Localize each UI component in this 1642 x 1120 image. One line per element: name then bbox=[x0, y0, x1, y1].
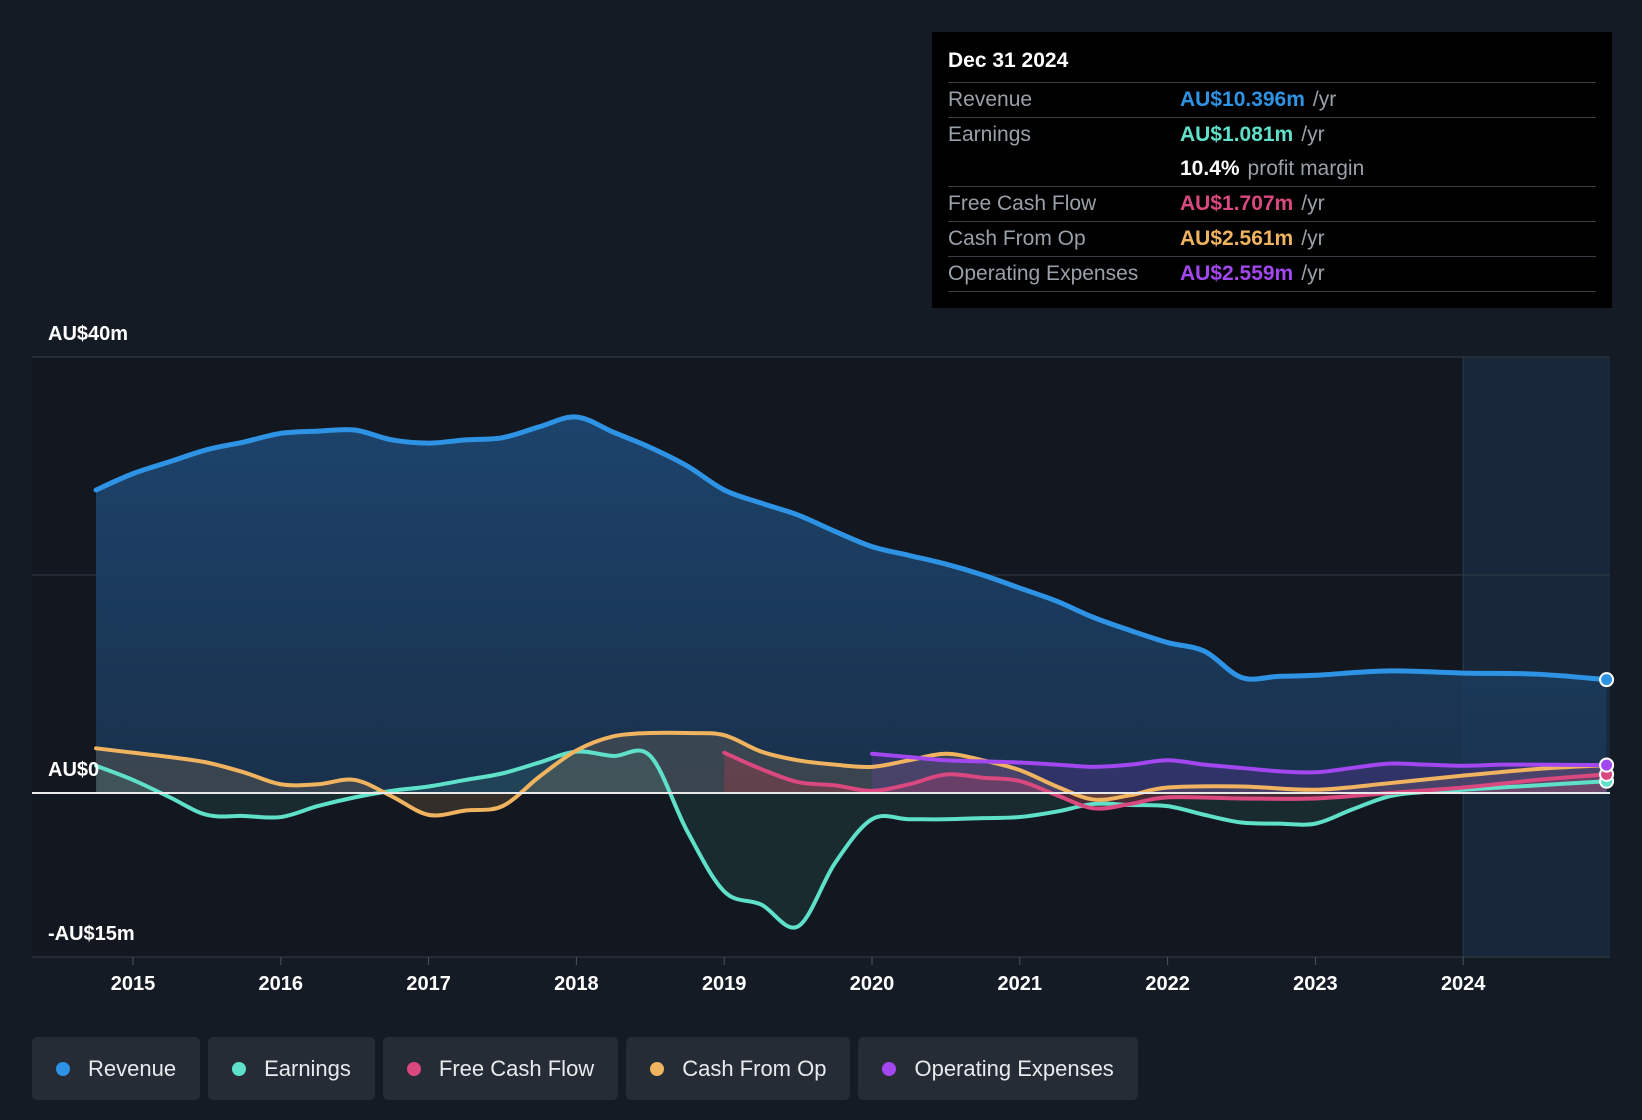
x-axis-label: 2016 bbox=[259, 973, 304, 995]
legend-label: Cash From Op bbox=[682, 1055, 827, 1081]
tooltip-row: Operating Expenses AU$2.559m/yr bbox=[948, 257, 1596, 292]
x-axis-label: 2017 bbox=[406, 973, 451, 995]
tooltip-row: 10.4% profit margin bbox=[948, 152, 1596, 187]
tooltip-row-unit: /yr bbox=[1312, 88, 1337, 111]
x-axis-label: 2020 bbox=[850, 973, 895, 995]
x-axis-label: 2024 bbox=[1441, 973, 1486, 995]
tooltip-row-value: AU$2.561m bbox=[1180, 227, 1294, 250]
x-axis-label: 2018 bbox=[554, 973, 599, 995]
y-axis-label: AU$0 bbox=[48, 759, 99, 781]
legend-label: Revenue bbox=[88, 1055, 177, 1081]
revenue-area bbox=[96, 416, 1607, 793]
operating-expenses-line bbox=[870, 751, 1609, 775]
legend-dot-icon bbox=[56, 1061, 70, 1076]
legend-item-revenue[interactable]: Revenue bbox=[32, 1037, 201, 1100]
tooltip-row-label: Operating Expenses bbox=[948, 262, 1139, 285]
legend-dot-icon bbox=[232, 1061, 247, 1076]
legend-dot-icon bbox=[882, 1061, 897, 1076]
y-axis-label: -AU$15m bbox=[48, 923, 135, 945]
tooltip-row-value: AU$10.396m bbox=[1180, 88, 1305, 111]
operating-expenses-end-marker bbox=[1599, 757, 1615, 773]
tooltip-row-unit: /yr bbox=[1301, 123, 1325, 146]
highlight-region bbox=[1463, 357, 1610, 957]
legend: Revenue Earnings Free Cash Flow Cash From O… bbox=[32, 1037, 1138, 1100]
tooltip-row-value: AU$1.707m bbox=[1180, 192, 1294, 215]
legend-item-free-cash-flow[interactable]: Free Cash Flow bbox=[382, 1037, 619, 1100]
x-axis-label: 2015 bbox=[111, 973, 156, 995]
x-axis-label: 2019 bbox=[702, 973, 747, 995]
earnings-line bbox=[94, 748, 1609, 930]
tooltip-row-value: AU$1.081m bbox=[1180, 123, 1294, 146]
operating-expenses-area bbox=[872, 753, 1607, 793]
legend-item-cash-from-op[interactable]: Cash From Op bbox=[626, 1037, 851, 1100]
y-axis-label: AU$40m bbox=[48, 323, 128, 345]
legend-dot-icon bbox=[406, 1061, 421, 1076]
tooltip-row-label: Revenue bbox=[948, 88, 1033, 111]
tooltip-row-value: 10.4% bbox=[1180, 157, 1240, 180]
tooltip-row-unit: profit margin bbox=[1247, 157, 1365, 180]
legend-item-operating-expenses[interactable]: Operating Expenses bbox=[858, 1037, 1138, 1100]
tooltip-row-label: Earnings bbox=[948, 123, 1031, 146]
legend-label: Operating Expenses bbox=[914, 1055, 1114, 1081]
tooltip-row: Free Cash Flow AU$1.707m/yr bbox=[948, 187, 1596, 222]
tooltip-row-value: AU$2.559m bbox=[1180, 262, 1294, 285]
tooltip-row: Revenue AU$10.396m/yr bbox=[948, 83, 1596, 118]
cash-from-op-line bbox=[94, 730, 1609, 818]
tooltip-row: Cash From Op AU$2.561m/yr bbox=[948, 222, 1596, 257]
x-axis-label: 2022 bbox=[1145, 973, 1190, 995]
tooltip-row-unit: /yr bbox=[1301, 262, 1325, 285]
tooltip-row-label: Cash From Op bbox=[948, 227, 1086, 250]
legend-dot-icon bbox=[650, 1061, 665, 1076]
tooltip-row-unit: /yr bbox=[1301, 192, 1325, 215]
revenue-line bbox=[93, 414, 1610, 683]
tooltip-row-unit: /yr bbox=[1301, 227, 1325, 250]
revenue-end-marker bbox=[1599, 672, 1615, 688]
tooltip-row: Earnings AU$1.081m/yr bbox=[948, 118, 1596, 152]
x-axis-label: 2023 bbox=[1293, 973, 1338, 995]
tooltip-panel: Dec 31 2024 Revenue AU$10.396m/yr Earnings… bbox=[932, 32, 1612, 308]
tooltip-row-label: Free Cash Flow bbox=[948, 192, 1097, 215]
legend-label: Earnings bbox=[264, 1055, 351, 1081]
x-axis-label: 2021 bbox=[998, 973, 1043, 995]
cash-from-op-area bbox=[96, 732, 1607, 816]
tooltip-date: Dec 31 2024 bbox=[948, 46, 1596, 83]
legend-item-earnings[interactable]: Earnings bbox=[208, 1037, 375, 1100]
legend-label: Free Cash Flow bbox=[438, 1055, 595, 1081]
